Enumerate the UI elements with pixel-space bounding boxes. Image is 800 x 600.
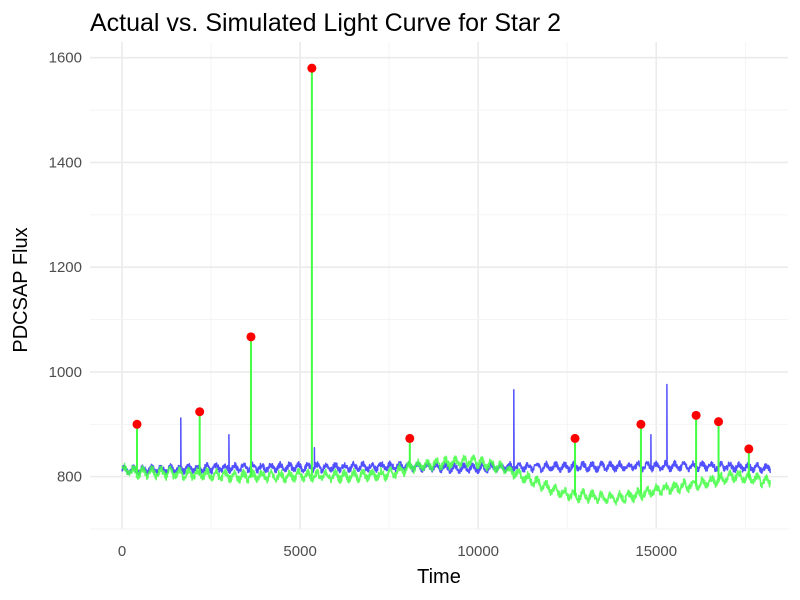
y-tick-label: 1000 [49,364,82,381]
x-tick-label: 0 [118,543,126,560]
flare-markers [132,63,754,454]
x-axis-title: Time [417,566,461,588]
chart-title: Actual vs. Simulated Light Curve for Sta… [90,9,561,37]
flare-marker [714,417,724,427]
simulated-flux-series [121,67,771,506]
y-tick-label: 1200 [49,259,82,276]
simulated-flux-line [121,67,771,506]
grid [90,42,788,530]
flare-marker [132,419,142,429]
y-tick-label: 1400 [49,154,82,171]
flare-marker [570,433,580,443]
actual-flux-series [121,383,771,476]
flare-marker [195,407,205,417]
y-tick-label: 800 [57,469,82,486]
flare-marker [744,444,754,454]
y-axis-title: PDCSAP Flux [10,227,32,352]
flare-marker [307,63,317,73]
x-tick-label: 15000 [635,543,677,560]
actual-flux-line [121,383,771,476]
x-axis-ticks: 0 5000 10000 15000 [118,543,677,560]
y-axis-ticks: 800 1000 1200 1400 1600 [49,50,82,486]
y-tick-label: 1600 [49,50,82,67]
x-tick-label: 10000 [457,543,499,560]
x-tick-label: 5000 [283,543,316,560]
flare-marker [246,332,256,342]
flare-marker [405,433,415,443]
flare-marker [636,419,646,429]
flare-marker [691,410,701,420]
